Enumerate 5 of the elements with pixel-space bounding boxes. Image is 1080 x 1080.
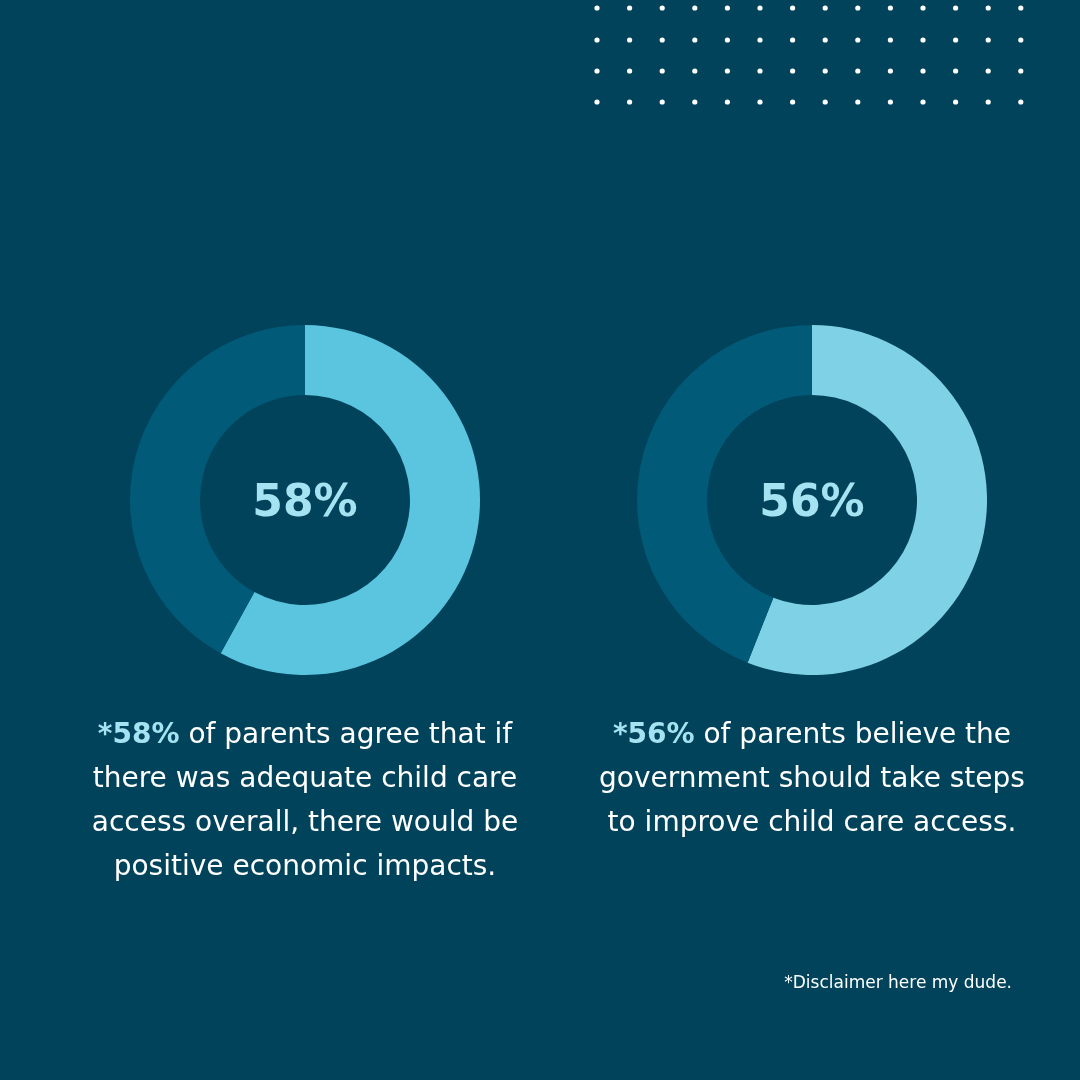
- text: *Disclaimer here my dude.: [784, 972, 1012, 992]
- text: *58% of parents agree that if there was adequate child care access overall, there would be positive economic impacts.: [90, 716, 520, 884]
- text: *56% of parents believe the government should take steps to improve child care access.: [598, 716, 1026, 840]
- text: 56%: [759, 474, 865, 526]
- text: 58%: [252, 474, 358, 526]
